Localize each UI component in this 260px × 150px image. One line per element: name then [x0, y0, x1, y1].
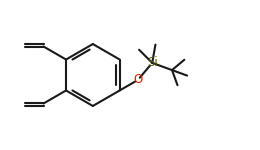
Text: O: O [133, 74, 142, 86]
Text: Si: Si [147, 56, 158, 69]
